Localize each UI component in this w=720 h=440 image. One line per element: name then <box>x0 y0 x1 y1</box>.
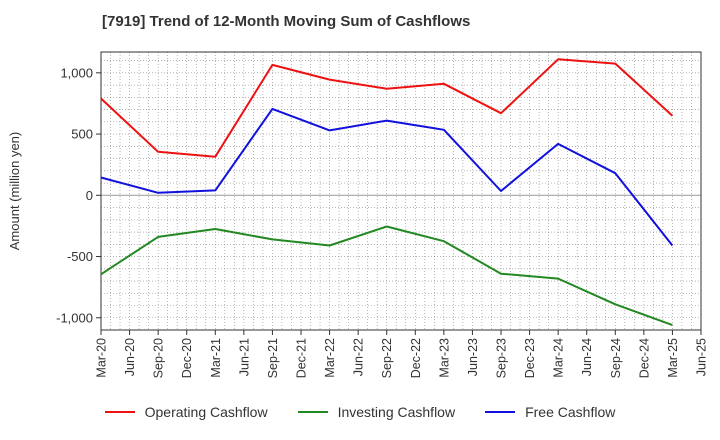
legend-swatch <box>104 411 135 413</box>
x-tick-label: Jun-23 <box>466 338 480 376</box>
plot-frame <box>100 51 702 331</box>
grid-layer <box>101 52 701 331</box>
y-tick-label: -500 <box>67 249 93 264</box>
x-tick-label: Mar-22 <box>323 338 337 378</box>
legend-item-investing-cashflow: Investing Cashflow <box>297 404 456 420</box>
legend: Operating Cashflow Investing Cashflow Free… <box>0 404 720 420</box>
x-tick-label: Sep-24 <box>609 338 623 378</box>
x-tick-label: Mar-25 <box>666 338 680 378</box>
x-tick-label: Sep-20 <box>152 338 166 378</box>
legend-item-operating-cashflow: Operating Cashflow <box>104 404 268 420</box>
y-axis-label: Amount (million yen) <box>7 132 22 251</box>
axis-layer: -1,000 -500 0 500 1,000 Mar-20 Jun-20 Sep-20 Dec… <box>56 51 709 378</box>
y-tick-label: 0 <box>86 188 93 203</box>
chart-title: [7919] Trend of 12-Month Moving Sum of C… <box>102 13 471 30</box>
x-tick-label: Sep-21 <box>266 338 280 378</box>
x-tick-label: Dec-20 <box>180 338 194 378</box>
x-tick-label: Jun-20 <box>123 338 137 376</box>
series-line-investing-cashflow <box>100 225 673 327</box>
x-tick-label: Dec-23 <box>523 338 537 378</box>
x-tick-label: Mar-21 <box>209 338 223 378</box>
series-line-operating-cashflow <box>100 58 674 158</box>
legend-label: Investing Cashflow <box>337 404 456 420</box>
x-tick-label: Dec-24 <box>637 338 651 378</box>
x-tick-label: Jun-21 <box>237 338 251 376</box>
x-tick-label: Sep-23 <box>495 338 509 378</box>
x-tick-label: Mar-24 <box>552 338 566 378</box>
x-tick-label: Jun-24 <box>580 338 594 376</box>
y-tick-label: -1,000 <box>56 310 93 325</box>
legend-label: Operating Cashflow <box>144 404 268 420</box>
x-tick-label: Sep-22 <box>380 338 394 378</box>
legend-swatch <box>485 411 516 413</box>
series-layer <box>100 58 674 327</box>
x-tick-label: Dec-22 <box>409 338 423 378</box>
x-tick-label: Jun-25 <box>695 338 709 376</box>
y-tick-label: 500 <box>71 127 93 142</box>
y-tick-label: 1,000 <box>60 65 93 80</box>
x-tick-label: Mar-20 <box>95 338 109 378</box>
x-tick-label: Dec-21 <box>295 338 309 378</box>
legend-swatch <box>297 411 328 413</box>
legend-label: Free Cashflow <box>525 404 616 420</box>
legend-item-free-cashflow: Free Cashflow <box>485 404 615 420</box>
x-tick-label: Mar-23 <box>437 338 451 378</box>
x-tick-label: Jun-22 <box>352 338 366 376</box>
series-line-free-cashflow <box>100 107 674 247</box>
